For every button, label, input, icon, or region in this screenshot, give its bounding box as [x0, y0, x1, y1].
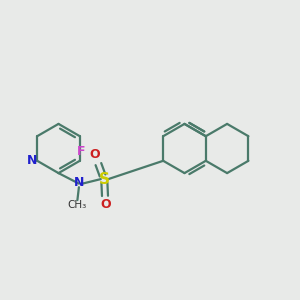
Text: N: N — [74, 176, 84, 190]
Text: N: N — [27, 154, 37, 167]
Text: F: F — [77, 145, 86, 158]
Text: CH₃: CH₃ — [68, 200, 87, 211]
Text: S: S — [99, 172, 110, 187]
Text: O: O — [100, 198, 111, 212]
Text: O: O — [90, 148, 101, 161]
